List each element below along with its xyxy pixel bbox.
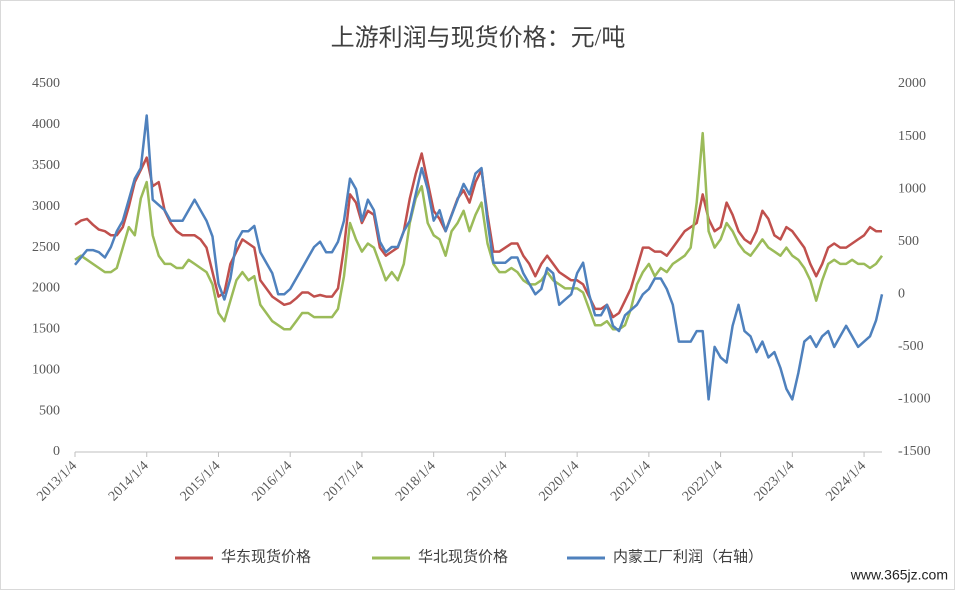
y-tick-label: 3000 (32, 199, 60, 214)
y2-tick-label: 0 (898, 287, 905, 302)
y2-tick-label: 1500 (898, 129, 926, 144)
y2-tick-label: -500 (898, 339, 924, 354)
y-tick-label: 2500 (32, 240, 60, 255)
y-tick-label: 0 (53, 444, 60, 459)
y-tick-label: 4000 (32, 117, 60, 132)
y2-tick-label: -1500 (898, 444, 931, 459)
y-tick-label: 1000 (32, 362, 60, 377)
series-line (74, 114, 884, 401)
legend-label: 华东现货价格 (221, 548, 311, 565)
chart-title: 上游利润与现货价格：元/吨 (331, 25, 626, 52)
legend-label: 内蒙工厂利润（右轴） (613, 548, 763, 565)
legend-label: 华北现货价格 (418, 548, 508, 565)
y2-tick-label: 500 (898, 234, 919, 249)
y2-tick-label: 2000 (898, 76, 926, 91)
series-line (74, 131, 884, 331)
series-line (74, 152, 882, 319)
y2-tick-label: 1000 (898, 181, 926, 196)
y-tick-label: 3500 (32, 158, 60, 173)
y-tick-label: 1500 (32, 322, 60, 337)
y-tick-label: 500 (39, 403, 60, 418)
y2-tick-label: -1000 (898, 392, 931, 407)
y-tick-label: 2000 (32, 281, 60, 296)
watermark: www.365jz.com (850, 567, 948, 583)
y-tick-label: 4500 (32, 76, 60, 91)
